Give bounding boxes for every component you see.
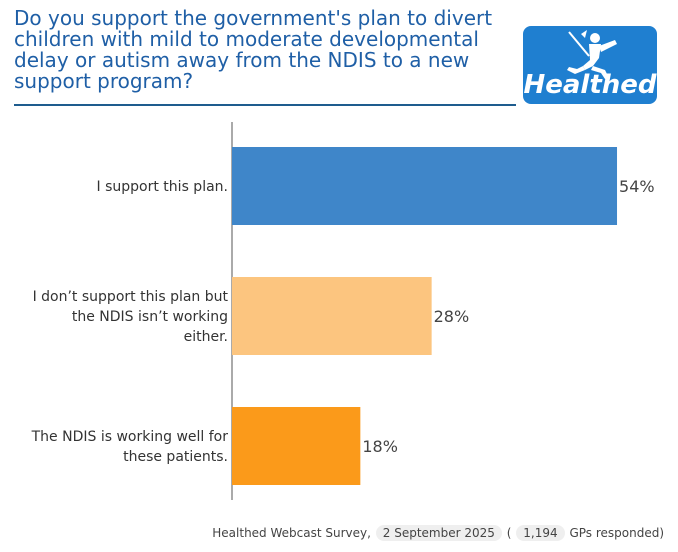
- value-label-1: 54%: [619, 177, 655, 196]
- footer-suffix-text: GPs responded): [569, 526, 664, 540]
- category-label-2-line-2: the NDIS isn’t working: [72, 309, 228, 325]
- category-label-2-line-1: I don’t support this plan but: [33, 289, 229, 305]
- category-label-1-line-1: I support this plan.: [97, 179, 228, 195]
- footer-count-badge: 1,194: [516, 525, 565, 541]
- bar-chart: 54% I support this plan. 28% I don’t suppor…: [31, 122, 655, 500]
- hermes-runner-icon: [567, 30, 617, 79]
- footer-source-text: Healthed Webcast Survey,: [212, 526, 371, 540]
- title-underline: [14, 104, 516, 106]
- category-label-2-line-3: either.: [184, 329, 228, 345]
- bar-2: [232, 277, 432, 355]
- chart-title: Do you support the government's plan to …: [14, 6, 493, 93]
- value-label-2: 28%: [434, 307, 470, 326]
- bar-3: [232, 407, 361, 485]
- category-label-3-line-1: The NDIS is working well for: [31, 429, 229, 445]
- logo-text: Healthed: [523, 70, 657, 100]
- footer-open-paren: (: [506, 526, 512, 540]
- footer-date-badge: 2 September 2025: [375, 525, 502, 541]
- bar-1: [232, 147, 618, 225]
- healthed-logo: Healthed: [523, 26, 657, 104]
- category-label-3-line-2: these patients.: [123, 449, 228, 465]
- footer-source: Healthed Webcast Survey, 2 September 202…: [212, 525, 664, 541]
- value-label-3: 18%: [362, 437, 398, 456]
